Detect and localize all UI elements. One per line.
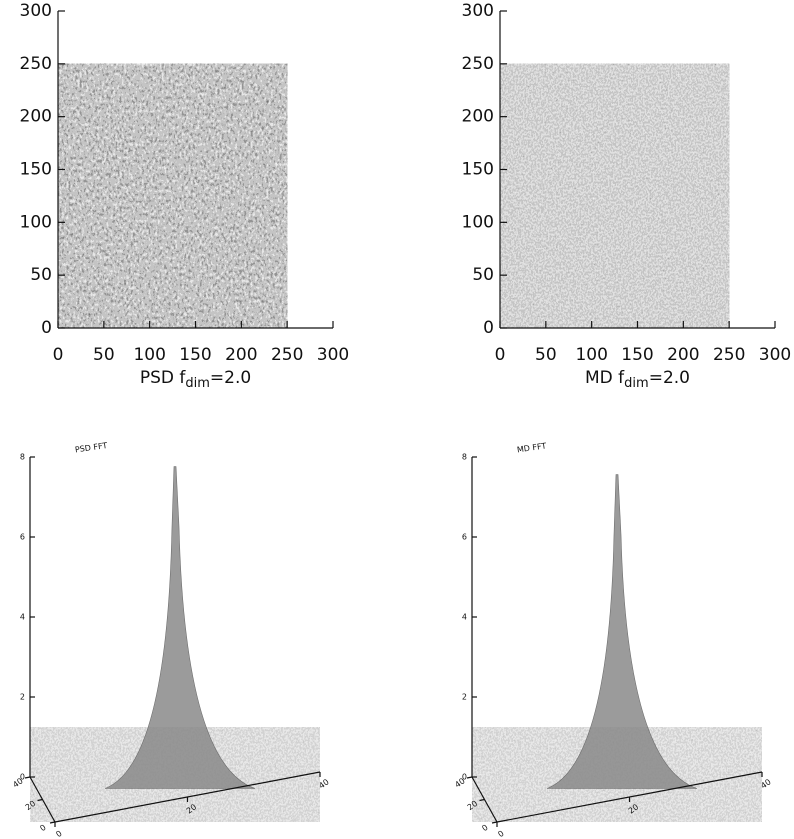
x-tick-label: 300	[759, 345, 791, 365]
surface-image	[58, 63, 288, 328]
z-tick-label: 2	[20, 693, 25, 702]
y-tick-label: 200	[462, 107, 494, 127]
x-axis-label-part: dim	[185, 376, 210, 391]
z-tick-label: 4	[462, 613, 467, 622]
y-tick-label: 20	[466, 799, 480, 812]
x-tick-label: 150	[179, 345, 211, 365]
y-tick-label: 50	[472, 265, 494, 285]
chart-title: MD FFT	[516, 441, 547, 454]
x-tick-label: 0	[495, 345, 506, 365]
x-tick-label: 20	[627, 802, 641, 815]
y-tick-label: 250	[462, 54, 494, 74]
x-axis-label: MD fdim=2.0	[585, 368, 690, 391]
y-tick	[491, 821, 498, 824]
z-tick-label: 0	[462, 773, 467, 782]
x-tick-label: 20	[185, 802, 199, 815]
x-tick-label: 0	[496, 829, 505, 839]
y-tick	[466, 776, 473, 779]
x-tick-label: 40	[317, 777, 331, 790]
y-tick-label: 0	[483, 318, 494, 338]
z-tick-label: 2	[462, 693, 467, 702]
z-tick-label: 4	[20, 613, 25, 622]
z-tick-label: 6	[462, 533, 467, 542]
y-tick-label: 20	[24, 799, 38, 812]
y-tick-label: 0	[38, 823, 47, 833]
z-tick-label: 0	[20, 773, 25, 782]
y-tick	[479, 798, 485, 802]
y-tick-label: 150	[20, 160, 52, 180]
peak	[546, 474, 698, 789]
surface-image	[500, 63, 730, 328]
y-tick	[37, 798, 43, 802]
y-tick-label: 300	[20, 1, 52, 21]
x-tick-label: 200	[225, 345, 257, 365]
x-tick-label: 0	[54, 829, 63, 839]
x-axis-label-part: PSD f	[140, 368, 187, 388]
peak	[104, 466, 256, 789]
x-axis-label-part: dim	[624, 376, 649, 391]
y-tick-label: 200	[20, 107, 52, 127]
x-tick-label: 0	[53, 345, 64, 365]
y-tick-label: 300	[462, 1, 494, 21]
x-tick-label: 50	[535, 345, 557, 365]
x-tick-label: 100	[133, 345, 165, 365]
z-tick-label: 8	[20, 453, 25, 462]
x-axis-label: PSD fdim=2.0	[140, 368, 251, 391]
z-tick-label: 8	[462, 453, 467, 462]
y-tick	[24, 776, 31, 779]
x-axis-label-part: =2.0	[649, 368, 690, 388]
x-tick-label: 300	[317, 345, 349, 365]
x-tick-label: 40	[759, 777, 773, 790]
y-tick-label: 50	[30, 265, 52, 285]
x-tick-label: 50	[93, 345, 115, 365]
x-tick-label: 150	[621, 345, 653, 365]
x-axis-label-part: MD f	[585, 368, 625, 388]
z-tick-label: 6	[20, 533, 25, 542]
x-tick-label: 100	[575, 345, 607, 365]
y-tick-label: 100	[462, 212, 494, 232]
y-tick-label: 100	[20, 212, 52, 232]
x-tick-label: 250	[713, 345, 745, 365]
x-tick-label: 200	[667, 345, 699, 365]
x-tick-label: 250	[271, 345, 303, 365]
y-tick-label: 250	[20, 54, 52, 74]
chart-title: PSD FFT	[74, 441, 108, 454]
y-tick-label: 0	[480, 823, 489, 833]
y-tick-label: 0	[41, 318, 52, 338]
x-axis-label-part: =2.0	[210, 368, 251, 388]
y-tick-label: 150	[462, 160, 494, 180]
y-tick	[49, 821, 56, 824]
